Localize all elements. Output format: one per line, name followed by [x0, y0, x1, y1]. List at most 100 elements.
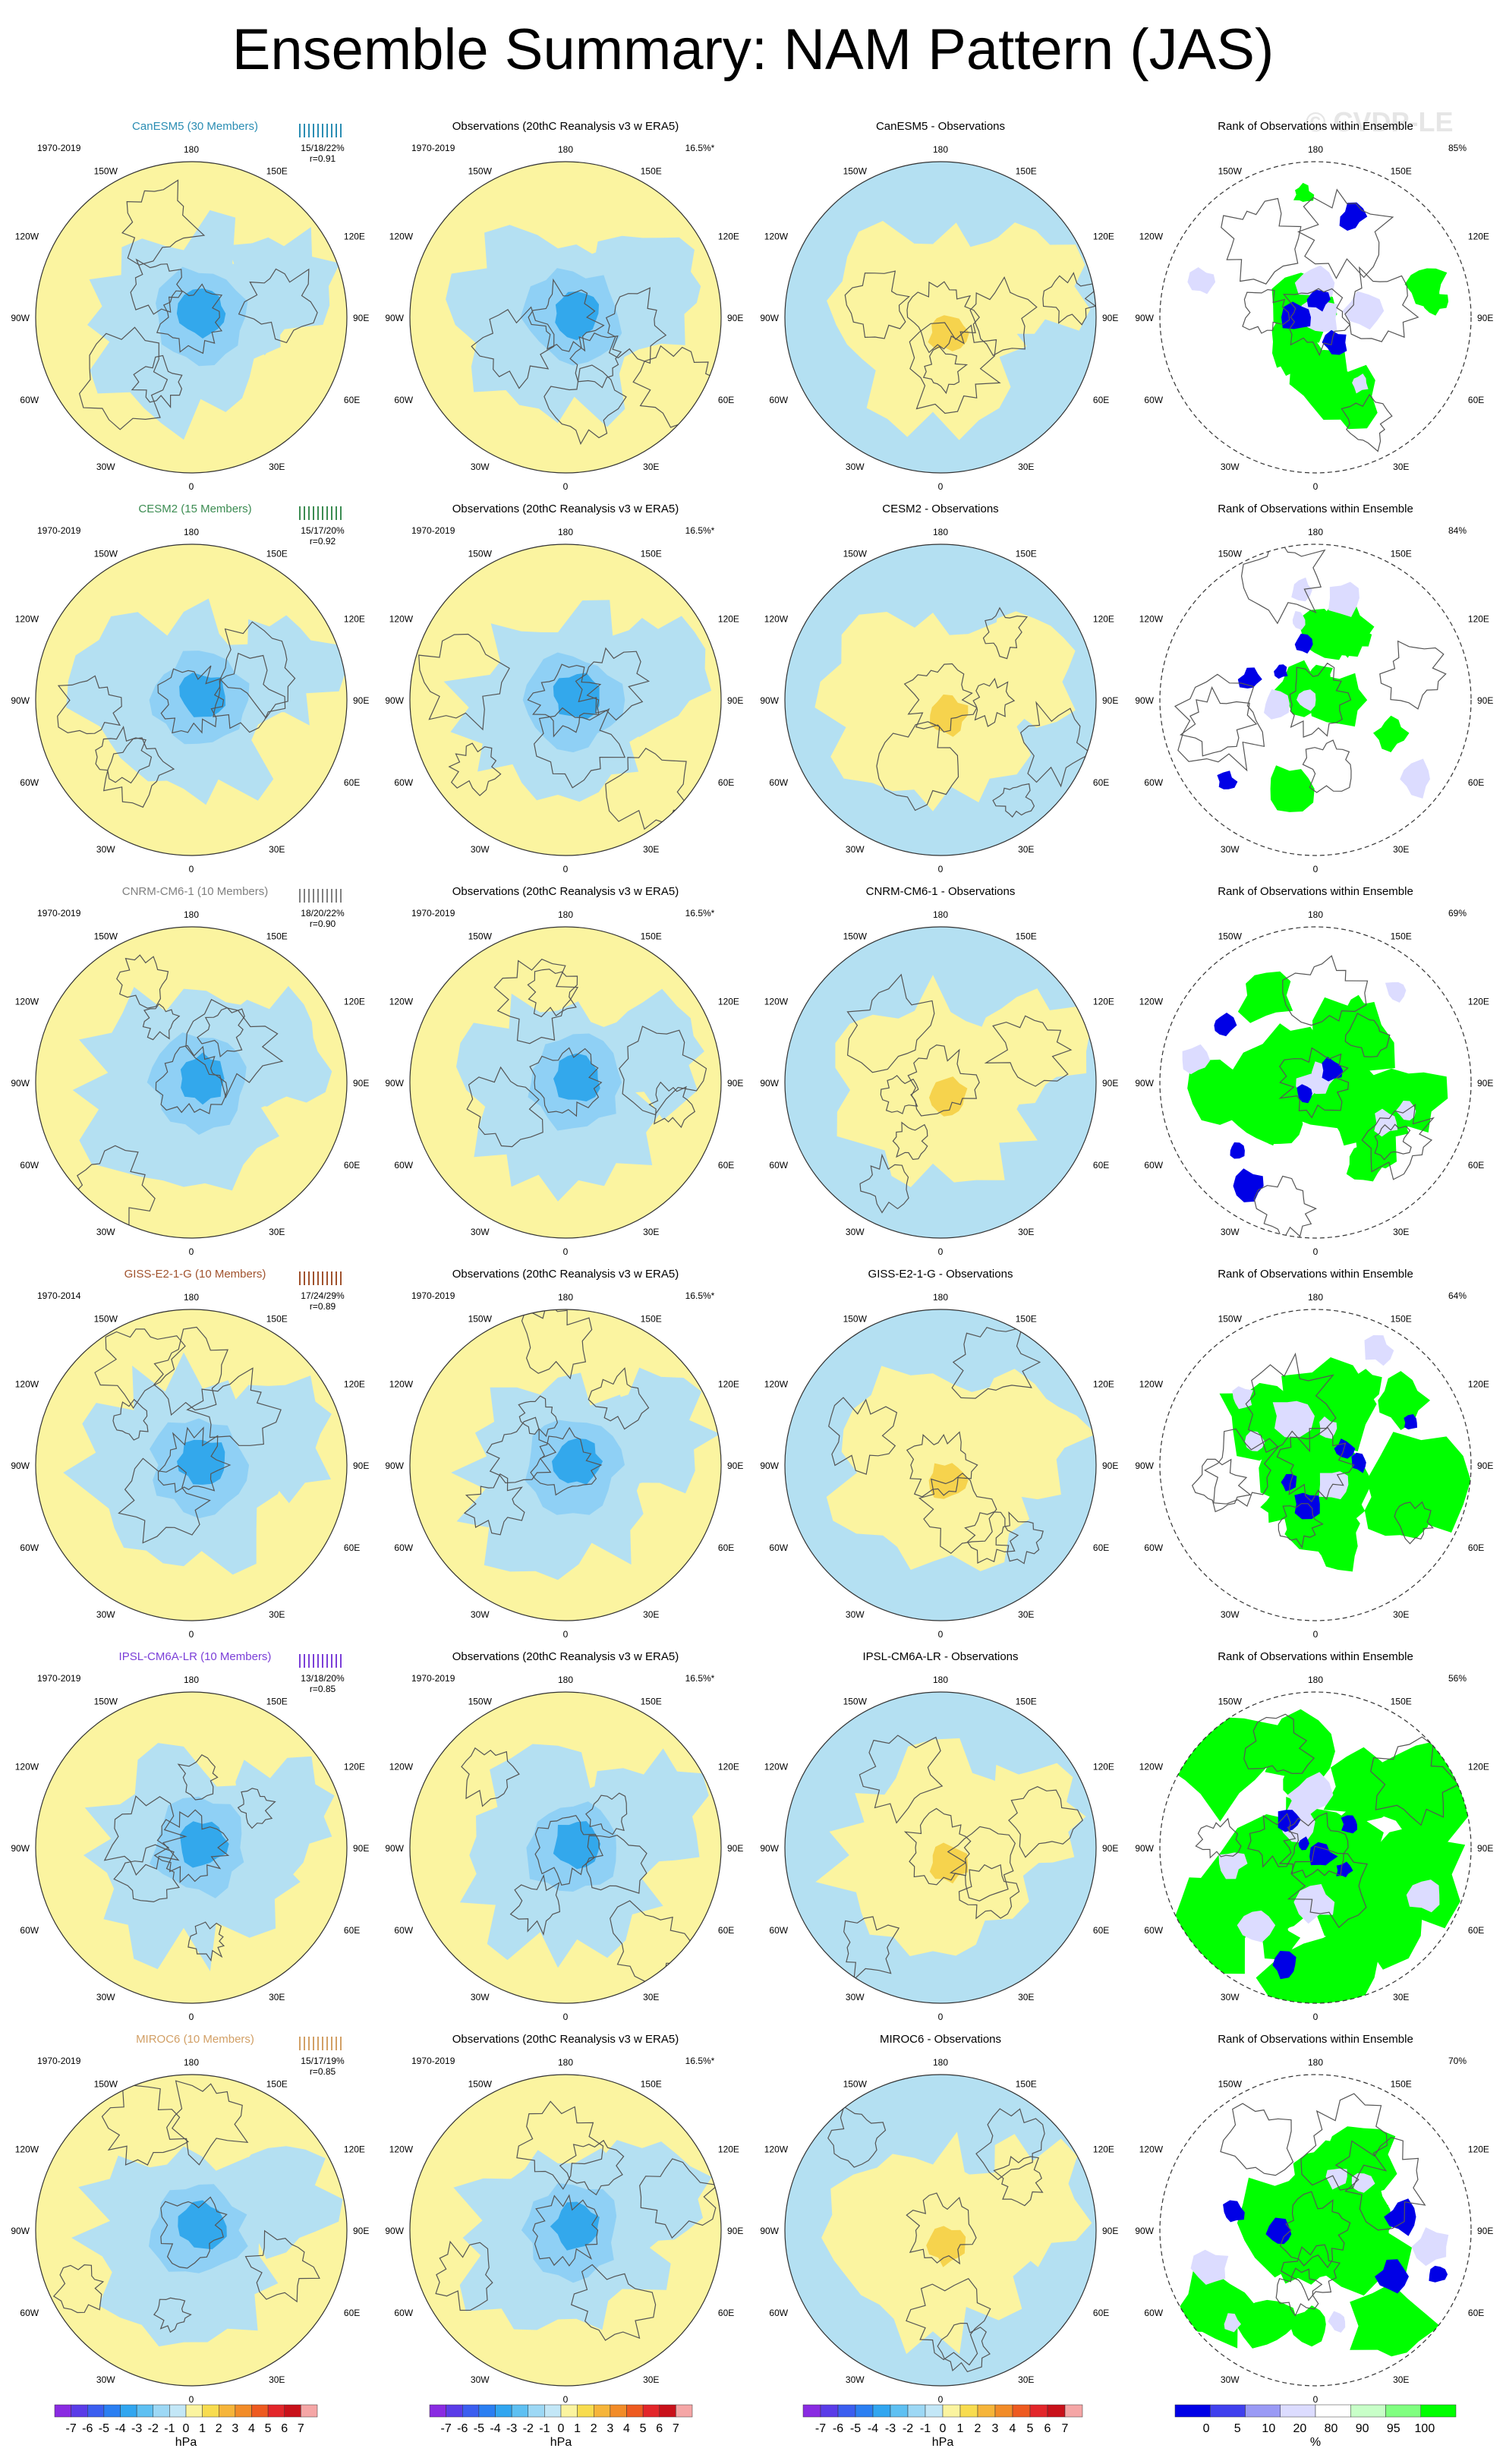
- lon-label-lower-left: 60W: [769, 1925, 788, 1936]
- lon-label-left: 90W: [11, 2226, 30, 2236]
- lon-label-lower-right: 60E: [1093, 1925, 1109, 1936]
- lon-label-top-right: 150E: [1016, 2078, 1037, 2089]
- map-outline: [35, 2074, 348, 2387]
- coastline: [1278, 1812, 1349, 1879]
- anomaly-region: [957, 988, 1091, 1105]
- rank-pct-label: 56%: [1448, 1673, 1467, 1684]
- colorbar-hpa-3: -7 -6 -5 -4 -3 -2 -1 0 1 2 3 4 5 6 7 hPa: [802, 2404, 1083, 2449]
- coastline: [101, 2084, 189, 2166]
- coastline: [585, 1792, 628, 1835]
- lon-label-bottom: 0: [189, 481, 194, 492]
- rank-high-cell: [1290, 2305, 1326, 2347]
- lon-label-lower-right: 60E: [1468, 2308, 1484, 2318]
- lon-label-upper-right: 120E: [718, 1379, 739, 1390]
- coastline: [1174, 673, 1265, 772]
- lon-label-upper-left: 120W: [1139, 614, 1164, 625]
- map-outline: [784, 544, 1097, 856]
- rank-lowmid-cell: [1328, 2311, 1346, 2333]
- coastline: [993, 2156, 1044, 2207]
- lon-label-right: 90E: [727, 313, 743, 323]
- lon-label-top-left: 150W: [468, 1696, 493, 1706]
- rank-high-cell: [1260, 1490, 1293, 1523]
- map-panel-r6-c2: 180 0 90W 90E 150W 150E 120W 120E 60W 60E 30W 30E Ob…: [385, 2033, 743, 2405]
- lon-label-top-right: 150E: [1391, 548, 1412, 559]
- colorbar-tick-label: 4: [623, 2422, 630, 2435]
- colorbar-tick-label: -6: [457, 2422, 468, 2435]
- rank-low-cell: [1265, 2217, 1292, 2245]
- anomaly-region: [591, 988, 704, 1120]
- colorbar-swatch: [495, 2404, 512, 2418]
- lon-label-lower-right: 60E: [1468, 1542, 1484, 1553]
- rank-lowmid-cell: [1232, 1386, 1253, 1410]
- colorbar-tick-label: -1: [920, 2422, 931, 2435]
- rank-high-cell: [1366, 1432, 1471, 1533]
- lon-label-bottom-right: 30E: [1018, 1992, 1034, 2002]
- lon-label-top-right: 150E: [1016, 1696, 1037, 1706]
- coastline: [951, 1326, 1041, 1399]
- lon-label-top-left: 150W: [843, 2078, 868, 2089]
- colorbar-tick-label: -7: [815, 2422, 826, 2435]
- obs-title: Observations (20thC Reanalysis v3 w ERA5…: [452, 503, 679, 515]
- lon-label-bottom-left: 30W: [846, 1609, 865, 1620]
- lon-label-top: 180: [184, 144, 199, 155]
- lon-label-lower-right: 60E: [344, 777, 360, 788]
- map-panel-r2-c1: 180 0 90W 90E 150W 150E 120W 120E 60W 60E 30W 30E CE…: [11, 503, 369, 874]
- lon-label-right: 90E: [353, 1460, 369, 1471]
- coastline: [71, 1145, 156, 1234]
- obs-pct-label: 16.5%*: [685, 525, 715, 536]
- lon-label-top-left: 150W: [94, 165, 118, 176]
- coastline: [156, 283, 223, 354]
- lon-label-upper-left: 120W: [1139, 1379, 1164, 1390]
- colorbar-swatch: [251, 2404, 269, 2418]
- map-outline: [409, 1309, 722, 1621]
- lon-label-top: 180: [1308, 144, 1323, 155]
- anomaly-region: [835, 975, 1039, 1187]
- colorbar-swatch: [202, 2404, 219, 2418]
- lon-label-lower-right: 60E: [718, 1925, 734, 1936]
- coastline: [1191, 1458, 1252, 1513]
- lon-label-upper-right: 120E: [718, 1762, 739, 1772]
- coastline: [493, 958, 579, 1045]
- coastline: [518, 1395, 559, 1438]
- lon-label-top-left: 150W: [94, 1313, 118, 1324]
- lon-label-left: 90W: [760, 1460, 779, 1471]
- lon-label-left: 90W: [760, 1843, 779, 1854]
- lon-label-bottom-left: 30W: [846, 844, 865, 855]
- map-outline: [784, 1691, 1097, 2004]
- lon-label-bottom-right: 30E: [1018, 1609, 1034, 1620]
- coastline: [213, 652, 286, 733]
- lon-label-upper-left: 120W: [1139, 1762, 1164, 1772]
- map-panel-r4-c2: 180 0 90W 90E 150W 150E 120W 120E 60W 60E 30W 30E Ob…: [385, 1268, 743, 1640]
- map-panel-r2-c2: 180 0 90W 90E 150W 150E 120W 120E 60W 60E 30W 30E Ob…: [385, 503, 743, 874]
- anomaly-region: [216, 1756, 335, 1880]
- lon-label-bottom-left: 30W: [471, 844, 490, 855]
- lon-label-bottom: 0: [189, 1629, 194, 1640]
- rank-lowmid-cell: [1190, 2249, 1229, 2285]
- coastline: [521, 1309, 593, 1380]
- lon-label-top-right: 150E: [1016, 931, 1037, 941]
- coastline: [1220, 2103, 1294, 2176]
- coastline: [827, 2106, 887, 2168]
- map-panel-r1-c4: 180 0 90W 90E 150W 150E 120W 120E 60W 60E 30W 30E Ra…: [1135, 120, 1493, 492]
- lon-label-bottom-left: 30W: [96, 1992, 115, 2002]
- colorbar-swatch: [1012, 2404, 1031, 2418]
- lon-label-bottom-right: 30E: [269, 462, 285, 472]
- lon-label-right: 90E: [727, 1078, 743, 1089]
- lon-label-top-left: 150W: [468, 165, 493, 176]
- lon-label-right: 90E: [1477, 2226, 1493, 2236]
- colorbar-tick-label: 10: [1262, 2422, 1275, 2435]
- coastline: [113, 1844, 180, 1903]
- lon-label-lower-left: 60W: [769, 777, 788, 788]
- lon-label-top-right: 150E: [266, 2078, 288, 2089]
- coastline: [1245, 1352, 1337, 1454]
- lon-label-right: 90E: [1102, 1843, 1118, 1854]
- coastline: [639, 2158, 719, 2239]
- colorbar-swatch: [1029, 2404, 1048, 2418]
- map-fill: [785, 162, 1096, 473]
- lon-label-top-left: 150W: [843, 931, 868, 941]
- coastline: [187, 1921, 225, 1962]
- coastline: [969, 276, 1038, 357]
- coastline: [237, 1788, 276, 1829]
- lon-label-lower-left: 60W: [20, 2308, 39, 2318]
- lon-label-bottom-right: 30E: [1018, 1227, 1034, 1237]
